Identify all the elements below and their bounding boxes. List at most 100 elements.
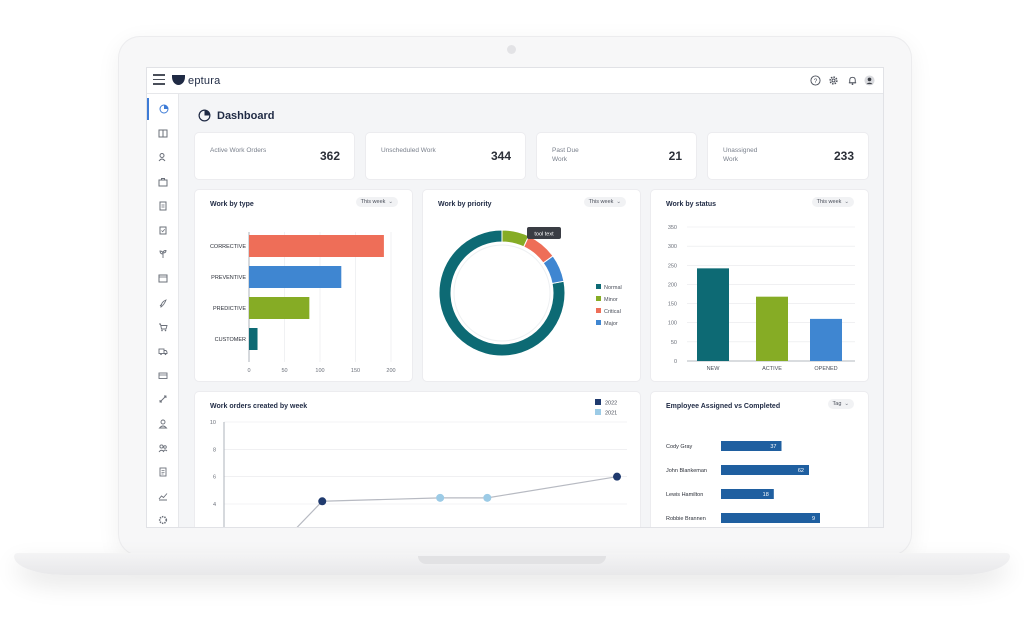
work-by-priority-filter[interactable]: This week ⌄ — [583, 197, 626, 207]
help-icon[interactable]: ? — [810, 75, 821, 86]
legend-swatch — [595, 409, 601, 415]
category-label: CORRECTIVE — [210, 244, 246, 250]
x-tick-label: 50 — [281, 368, 287, 374]
point-2022-1 — [613, 472, 621, 481]
kpi-card-unscheduled-work[interactable]: Unscheduled Work 344 — [366, 133, 525, 179]
sidebar-item-calendar[interactable] — [147, 267, 179, 289]
sidebar-item-team[interactable] — [147, 437, 179, 459]
document-icon — [159, 201, 167, 211]
kpi-label: Active Work Orders — [210, 147, 267, 154]
tooltip-text: tool text — [534, 232, 554, 238]
sidebar-item-report[interactable] — [147, 461, 179, 483]
sidebar-item-people[interactable] — [147, 146, 179, 168]
x-tick-label: 200 — [386, 368, 395, 374]
legend-swatch — [595, 399, 601, 405]
sidebar-item-truck[interactable] — [147, 340, 179, 362]
sidebar-item-building[interactable] — [147, 122, 179, 144]
category-label: ACTIVE — [762, 366, 782, 372]
y-tick-label: 0 — [674, 359, 677, 365]
logo-text: eptura — [188, 75, 221, 87]
laptop-base — [14, 553, 1010, 575]
legend-label: Normal — [604, 285, 622, 291]
work-orders-by-week-chart: 4 6 8 10 2022 2021 — [210, 399, 627, 527]
work-by-status-chart: 0 50 100 150 200 250 300 350 NEW ACTIVE OPENED — [668, 225, 855, 372]
bar-active — [756, 296, 788, 361]
sidebar-item-dashboard[interactable] — [147, 98, 179, 120]
y-tick-label: 8 — [213, 447, 216, 453]
work-by-priority-card: Work by priority This week ⌄ tool text Nor… — [423, 190, 640, 381]
employee-assigned-filter[interactable]: Tag ⌄ — [827, 399, 854, 409]
kpi-card-unassigned-work[interactable]: Unassigned Work 233 — [708, 133, 868, 179]
employee-bar-value: 62 — [798, 468, 804, 474]
employee-name: Robbie Brannen — [666, 516, 706, 522]
y-tick-label: 100 — [668, 321, 677, 327]
card-title: Work by type — [210, 201, 254, 208]
building-icon — [158, 129, 168, 138]
card-title: Work orders created by week — [210, 403, 308, 410]
bar-new — [697, 268, 729, 361]
sidebar-item-settings[interactable] — [147, 509, 179, 527]
point-2021-1 — [483, 493, 492, 502]
legend-label: Critical — [604, 309, 621, 315]
employee-bar-value: 9 — [812, 516, 815, 522]
y-tick-label: 10 — [210, 420, 216, 426]
kpi-card-past-due-work[interactable]: Past Due Work 21 — [537, 133, 696, 179]
avatar[interactable] — [864, 75, 875, 86]
sidebar-item-cart[interactable] — [147, 316, 179, 338]
kpi-card-active-work-orders[interactable]: Active Work Orders 362 — [195, 133, 354, 179]
sidebar-item-toolbox[interactable] — [147, 171, 179, 193]
sidebar-item-clipboard[interactable] — [147, 219, 179, 241]
settings-icon — [158, 516, 168, 525]
app-screen: eptura ? Dashboard Active Work Orders 36… — [146, 67, 884, 528]
employee-bar — [721, 513, 820, 523]
sidebar-item-rocket[interactable] — [147, 292, 179, 314]
legend-swatch — [596, 296, 601, 301]
kpi-label: Past Due Work — [552, 147, 579, 163]
sidebar-item-plant[interactable] — [147, 243, 179, 265]
work-by-priority-chart: tool text Normal Minor Critical Major — [438, 227, 622, 357]
kpi-label: Unassigned Work — [723, 147, 758, 163]
category-label: OPENED — [814, 366, 837, 372]
sidebar-item-document[interactable] — [147, 195, 179, 217]
bar-predictive — [249, 297, 310, 319]
kpi-label: Unscheduled Work — [381, 147, 436, 154]
bar-corrective — [249, 235, 384, 257]
arrows-icon — [159, 395, 167, 403]
employee-assigned-chart: Cody Gray 37 John Blankeman 62 Lewis Hamilto… — [666, 441, 820, 523]
legend-label: 2021 — [605, 411, 617, 417]
user-icon — [158, 419, 168, 429]
donut-inner-ring — [453, 244, 551, 342]
hamburger-menu-icon[interactable] — [153, 74, 165, 86]
gear-icon[interactable] — [828, 75, 839, 86]
y-tick-label: 150 — [668, 302, 677, 308]
kpi-value: 233 — [833, 149, 854, 163]
sidebar-item-arrows[interactable] — [147, 388, 179, 410]
team-icon — [158, 444, 168, 453]
sidebar-item-chart[interactable] — [147, 485, 179, 507]
plant-icon — [159, 250, 167, 259]
point-2022-0 — [318, 497, 327, 506]
sidebar — [147, 94, 179, 527]
work-by-type-chart: 0 50 100 150 200 CORRECTIVE PREVENTIVE PREDICTI… — [210, 232, 396, 374]
bell-icon[interactable] — [847, 75, 858, 86]
dashboard-icon — [198, 109, 211, 122]
x-tick-label: 150 — [351, 368, 360, 374]
sidebar-item-user[interactable] — [147, 413, 179, 435]
work-by-type-filter[interactable]: This week ⌄ — [355, 197, 398, 207]
employee-name: John Blankeman — [666, 468, 707, 474]
card-title: Employee Assigned vs Completed — [666, 403, 781, 410]
y-tick-label: 6 — [213, 475, 216, 481]
sidebar-item-box[interactable] — [147, 364, 179, 386]
work-by-status-card: Work by status This week ⌄ 0 50 100 150 200 25… — [651, 190, 868, 381]
legend-label: Minor — [604, 297, 618, 303]
kpi-value: 21 — [668, 149, 682, 163]
slice-normal — [438, 229, 566, 357]
svg-text:?: ? — [814, 78, 818, 85]
work-by-status-filter[interactable]: This week ⌄ — [811, 197, 854, 207]
main-content: Dashboard Active Work Orders 362 Unsched… — [180, 94, 883, 527]
x-tick-label: 100 — [315, 368, 324, 374]
logo[interactable]: eptura — [172, 73, 220, 89]
toolbox-icon — [158, 177, 168, 187]
dashboard-icon — [159, 104, 169, 114]
report-icon — [159, 467, 167, 477]
